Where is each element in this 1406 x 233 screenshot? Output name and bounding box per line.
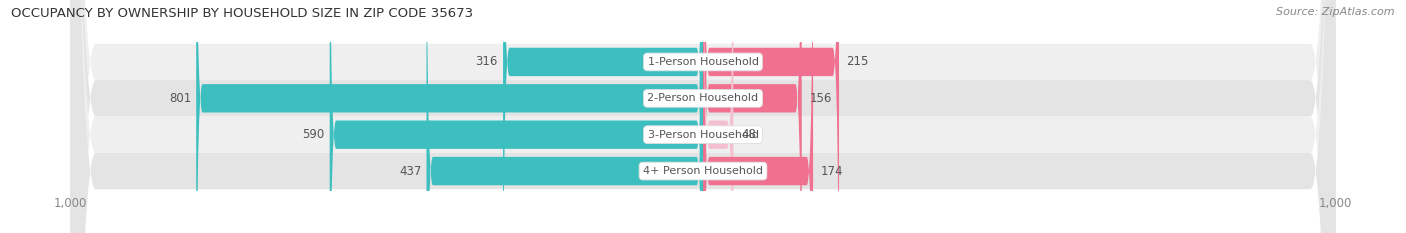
FancyBboxPatch shape bbox=[703, 0, 839, 233]
Text: 316: 316 bbox=[475, 55, 498, 69]
Text: 3-Person Household: 3-Person Household bbox=[648, 130, 758, 140]
FancyBboxPatch shape bbox=[70, 0, 1336, 233]
FancyBboxPatch shape bbox=[703, 0, 801, 233]
FancyBboxPatch shape bbox=[503, 0, 703, 233]
FancyBboxPatch shape bbox=[70, 0, 1336, 233]
FancyBboxPatch shape bbox=[703, 0, 813, 233]
Text: 174: 174 bbox=[821, 164, 844, 178]
Text: 801: 801 bbox=[169, 92, 191, 105]
Text: 437: 437 bbox=[399, 164, 422, 178]
Text: OCCUPANCY BY OWNERSHIP BY HOUSEHOLD SIZE IN ZIP CODE 35673: OCCUPANCY BY OWNERSHIP BY HOUSEHOLD SIZE… bbox=[11, 7, 474, 20]
Text: 590: 590 bbox=[302, 128, 325, 141]
FancyBboxPatch shape bbox=[197, 0, 703, 233]
Text: 2-Person Household: 2-Person Household bbox=[647, 93, 759, 103]
Text: 48: 48 bbox=[741, 128, 756, 141]
FancyBboxPatch shape bbox=[703, 0, 734, 233]
Text: 4+ Person Household: 4+ Person Household bbox=[643, 166, 763, 176]
FancyBboxPatch shape bbox=[70, 0, 1336, 233]
Text: Source: ZipAtlas.com: Source: ZipAtlas.com bbox=[1277, 7, 1395, 17]
Text: 1-Person Household: 1-Person Household bbox=[648, 57, 758, 67]
Text: 156: 156 bbox=[810, 92, 832, 105]
FancyBboxPatch shape bbox=[329, 0, 703, 233]
Text: 215: 215 bbox=[846, 55, 869, 69]
FancyBboxPatch shape bbox=[426, 0, 703, 233]
FancyBboxPatch shape bbox=[70, 0, 1336, 233]
